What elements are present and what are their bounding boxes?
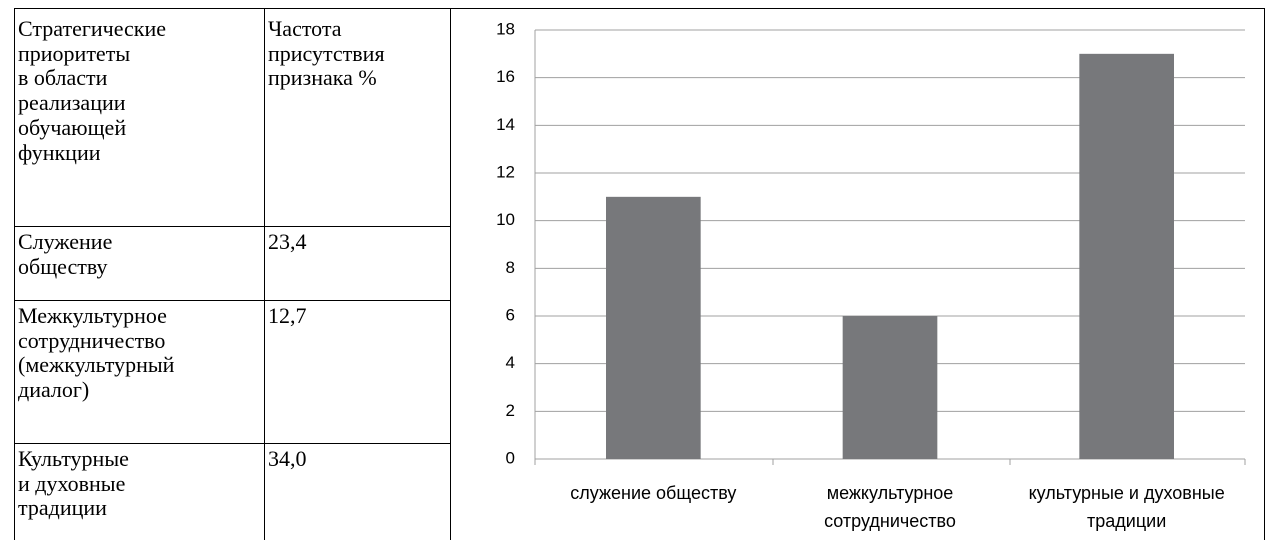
table-border	[450, 8, 451, 540]
table-cell: 34,0	[268, 446, 307, 472]
table-cell: Межкультурное сотрудничество (межкультурны…	[18, 303, 175, 403]
cell-line: диалог)	[18, 377, 90, 403]
table-cell: Стратегические приоритеты в области реализа…	[18, 16, 167, 165]
table-border	[14, 300, 451, 301]
table-border	[14, 8, 15, 540]
table-border	[1264, 8, 1265, 540]
cell-line: Служение	[18, 229, 113, 254]
x-tick-label: межкультурное сотрудничество	[824, 483, 956, 531]
table-border	[14, 226, 451, 227]
cell-line: Стратегические	[18, 16, 167, 41]
y-tick-label: 14	[496, 115, 515, 134]
table-cell: Культурные и духовные традиции	[18, 446, 129, 521]
table-border	[14, 443, 451, 444]
table-cell: 12,7	[268, 303, 307, 329]
table-border	[14, 8, 1265, 9]
y-tick-label: 18	[496, 19, 515, 38]
x-tick-label: служение обществу	[570, 483, 737, 503]
y-tick-label: 0	[506, 448, 515, 467]
table-border	[264, 8, 265, 540]
table-cell: Служение обществу	[18, 229, 113, 279]
bar	[842, 316, 938, 459]
cell-line: и духовные	[18, 470, 126, 496]
cell-line: присутствия	[268, 40, 385, 66]
cell-line: обучающей	[18, 114, 127, 140]
cell-line: в области	[18, 65, 108, 91]
y-tick-label: 10	[496, 210, 515, 229]
y-tick-label: 6	[506, 305, 515, 324]
cell-line: признака %	[268, 65, 377, 91]
cell-line: приоритеты	[18, 40, 131, 66]
cell-line: 23,4	[268, 229, 307, 254]
cell-line: обществу	[18, 253, 108, 279]
cell-line: Частота	[268, 16, 342, 41]
table-cell: Частота присутствия признака %	[268, 16, 385, 91]
y-tick-label: 4	[506, 353, 515, 372]
cell-line: 34,0	[268, 446, 307, 471]
y-tick-label: 8	[506, 258, 515, 277]
cell-line: Межкультурное	[18, 303, 167, 328]
cell-line: 12,7	[268, 303, 307, 328]
y-tick-label: 12	[496, 162, 515, 181]
table-cell: 23,4	[268, 229, 307, 255]
bar	[1079, 53, 1174, 459]
cell-line: (межкультурный	[18, 352, 175, 378]
x-tick-label: культурные и духовные традиции	[1028, 483, 1225, 531]
cell-line: сотрудничество	[18, 327, 166, 353]
cell-line: Культурные	[18, 446, 129, 471]
cell-line: реализации	[18, 90, 126, 116]
cell-line: традиции	[18, 495, 107, 521]
y-tick-label: 2	[506, 401, 515, 420]
y-tick-label: 16	[496, 67, 515, 86]
bar	[606, 196, 701, 460]
cell-line: функции	[18, 139, 101, 165]
